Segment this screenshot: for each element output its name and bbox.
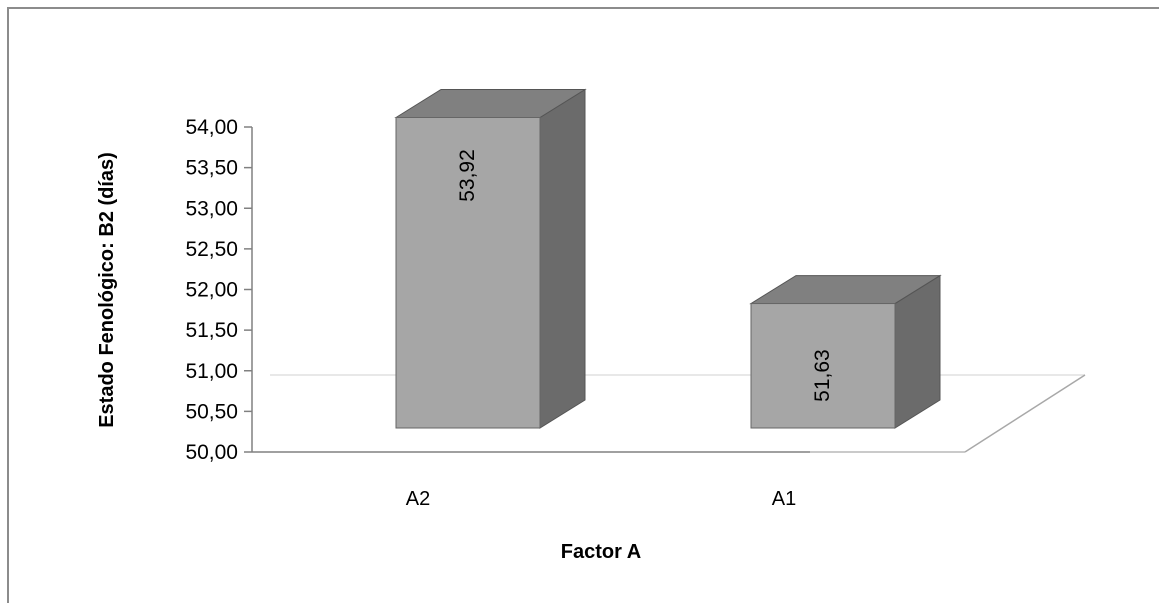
y-tick-label: 51,50 (185, 319, 238, 342)
chart-border (7, 7, 1159, 603)
y-tick-label: 51,00 (185, 360, 238, 383)
bar-front-face (395, 117, 541, 429)
bar-a2: 53,92 (394, 88, 587, 429)
y-tick-label: 53,00 (185, 197, 238, 220)
y-tick-label: 52,00 (185, 279, 238, 302)
bar-front-face (750, 303, 896, 429)
bar-data-label: 51,63 (811, 349, 834, 402)
bar-side-face (539, 88, 586, 429)
x-axis-title: Factor A (561, 541, 641, 563)
x-category-label: A1 (772, 488, 796, 510)
x-category-label: A2 (406, 488, 430, 510)
y-tick-label: 50,50 (185, 400, 238, 423)
y-tick-label: 53,50 (185, 157, 238, 180)
y-tick-label: 54,00 (185, 116, 238, 139)
y-tick-label: 52,50 (185, 238, 238, 261)
bar-data-label: 53,92 (456, 149, 479, 202)
floor-right-edge (964, 374, 1086, 453)
y-axis-title: Estado Fenológico: B2 (días) (96, 152, 118, 428)
bar-a1: 51,63 (749, 274, 942, 429)
y-tick-label: 50,00 (185, 441, 238, 464)
